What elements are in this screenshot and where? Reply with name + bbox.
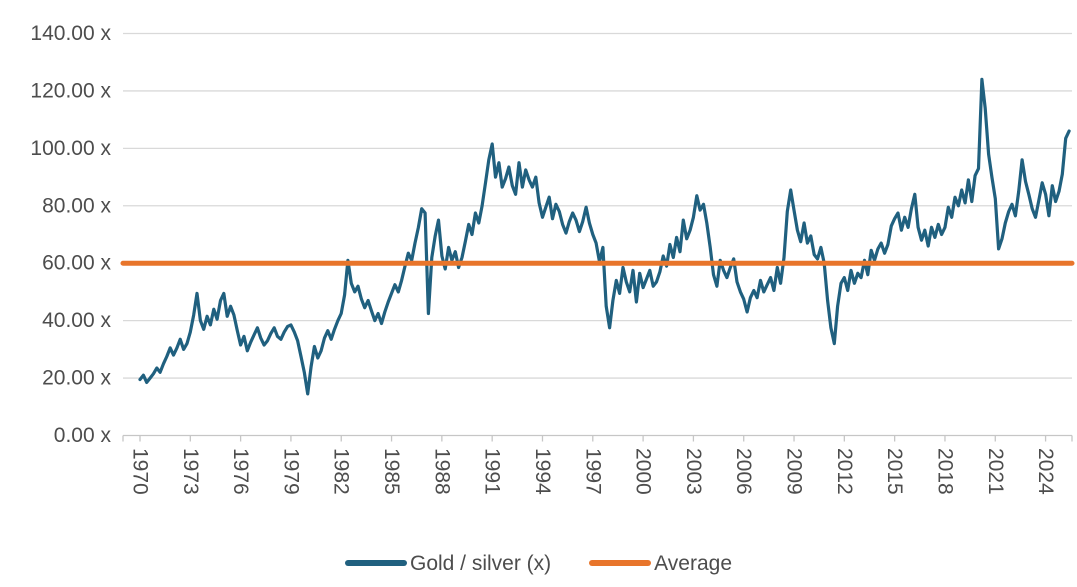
x-axis-label: 2018	[933, 448, 956, 495]
y-axis-label: 20.00 x	[42, 367, 111, 390]
x-axis-label: 2024	[1034, 448, 1057, 495]
legend-line-swatch-average	[589, 560, 652, 566]
x-axis-label: 1973	[179, 448, 202, 495]
chart-legend: Gold / silver (x) Average	[0, 546, 1077, 580]
x-axis-label: 1994	[531, 448, 554, 495]
x-axis-label: 2015	[883, 448, 906, 495]
x-axis-label: 1982	[330, 448, 353, 495]
x-axis-label: 1979	[279, 448, 302, 495]
y-axis-label: 100.00 x	[30, 137, 111, 160]
legend-item-average: Average	[589, 553, 732, 574]
x-axis-label: 2021	[984, 448, 1007, 495]
x-axis-label: 1976	[229, 448, 252, 495]
x-axis-label: 1997	[581, 448, 604, 495]
x-axis-label: 2003	[682, 448, 705, 495]
legend-label-average: Average	[654, 551, 733, 575]
x-axis-label: 1985	[380, 448, 403, 495]
legend-line-swatch-gold-silver	[344, 560, 407, 566]
series-gold-silver-line	[138, 77, 1071, 396]
x-axis-label: 2009	[783, 448, 806, 495]
x-axis-label: 2006	[732, 448, 755, 495]
plot-area: 0.00 x 20.00 x 40.00 x 60.00 x 80.00 x 100.00…	[30, 22, 1075, 495]
x-axis-label: 1988	[430, 448, 453, 495]
x-axis-label: 1970	[129, 448, 152, 495]
x-axis-label: 1991	[481, 448, 504, 495]
y-axis-label: 40.00 x	[42, 309, 111, 332]
legend-item-gold-silver: Gold / silver (x)	[344, 551, 552, 575]
y-axis-label: 80.00 x	[42, 194, 111, 217]
x-axis-label: 2000	[632, 448, 655, 495]
y-axis-label: 120.00 x	[30, 79, 111, 102]
y-axis-label: 140.00 x	[30, 22, 111, 45]
legend-label-gold-silver: Gold / silver (x)	[409, 551, 552, 575]
x-axis-label: 2012	[833, 448, 856, 495]
y-axis-label: 0.00 x	[54, 424, 112, 447]
y-axis-label: 60.00 x	[42, 252, 111, 275]
